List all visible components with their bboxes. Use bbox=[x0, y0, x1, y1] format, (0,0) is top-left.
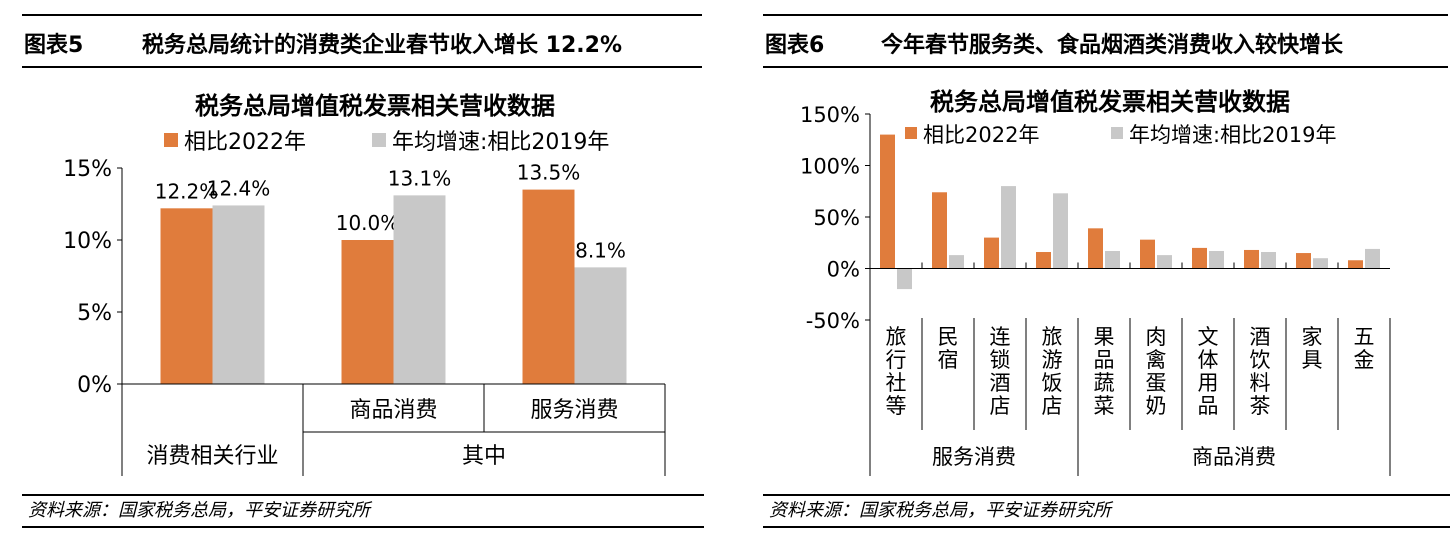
x-category-label: 家具 bbox=[1302, 325, 1323, 372]
bar bbox=[574, 267, 627, 384]
figure-6-header: 图表6 今年春节服务类、食品烟酒类消费收入较快增长 bbox=[763, 14, 1448, 68]
chart-5-title: 税务总局增值税发票相关营收数据 bbox=[195, 92, 555, 120]
figure-6-label: 图表6 bbox=[765, 33, 825, 58]
bar bbox=[1157, 255, 1172, 269]
legend-label-2: 年均增速:相比2019年 bbox=[1129, 123, 1337, 147]
bar bbox=[949, 255, 964, 269]
bar bbox=[897, 268, 912, 290]
y-tick-label: 15% bbox=[63, 157, 112, 182]
bar bbox=[1140, 239, 1155, 269]
x-category-label: 文体用品 bbox=[1198, 325, 1219, 418]
bar bbox=[932, 192, 947, 269]
x-category-label: 肉禽蛋奶 bbox=[1146, 325, 1167, 418]
legend-swatch-1 bbox=[164, 133, 178, 147]
bar bbox=[1313, 258, 1328, 269]
bar bbox=[212, 205, 265, 384]
chart-5-bars: 12.2%12.4% 10.0% 13.1% 13.5% 8.1% bbox=[155, 161, 627, 384]
x-category-label: 消费相关行业 bbox=[146, 444, 278, 469]
x-category-label: 连锁酒店 bbox=[990, 325, 1011, 418]
figure-6-source: 资料来源：国家税务总局，平安证券研究所 bbox=[763, 494, 1450, 528]
figure-5-chart: 税务总局增值税发票相关营收数据 相比2022年 年均增速:相比2019年 15%1… bbox=[63, 92, 666, 476]
data-label: 12.4% bbox=[207, 176, 271, 200]
bar bbox=[1053, 193, 1068, 269]
bar bbox=[1296, 253, 1311, 269]
x-category-label: 五金 bbox=[1354, 325, 1375, 372]
bar bbox=[1192, 247, 1207, 269]
bar bbox=[1209, 250, 1224, 269]
figure-6-chart: 税务总局增值税发票相关营收数据 相比2022年 年均增速:相比2019年 150%… bbox=[800, 88, 1391, 476]
bar bbox=[1036, 252, 1051, 269]
y-tick-label: 0% bbox=[827, 258, 860, 282]
y-tick-label: 0% bbox=[77, 373, 112, 398]
chart-5-y-axis: 15% 10% 5% 0% bbox=[63, 157, 123, 398]
chart-6-title: 税务总局增值税发票相关营收数据 bbox=[930, 88, 1290, 116]
x-category-label: 旅行社等 bbox=[886, 325, 907, 418]
x-category-label: 民宿 bbox=[938, 325, 959, 372]
legend-swatch-2 bbox=[1111, 127, 1123, 139]
bar bbox=[1088, 228, 1103, 269]
figure-5-label: 图表5 bbox=[24, 33, 84, 58]
bar bbox=[1261, 252, 1276, 269]
data-label: 13.1% bbox=[388, 166, 452, 190]
data-label: 8.1% bbox=[575, 238, 626, 262]
bar bbox=[1348, 260, 1363, 269]
chart-6-bars bbox=[880, 134, 1380, 290]
y-tick-label: 100% bbox=[800, 155, 860, 179]
x-category-label: 旅游饭店 bbox=[1042, 325, 1063, 418]
legend-swatch-2 bbox=[372, 133, 386, 147]
bar bbox=[522, 189, 575, 384]
figure-5-source: 资料来源：国家税务总局，平安证券研究所 bbox=[22, 494, 704, 528]
bar bbox=[393, 195, 446, 384]
bar bbox=[160, 208, 213, 384]
bar bbox=[341, 240, 394, 384]
figure-6-title: 今年春节服务类、食品烟酒类消费收入较快增长 bbox=[881, 33, 1344, 58]
y-tick-label: 10% bbox=[63, 229, 112, 254]
figure-5-title: 税务总局统计的消费类企业春节收入增长 12.2% bbox=[142, 33, 622, 58]
x-category-label: 酒饮料茶 bbox=[1250, 325, 1271, 418]
y-tick-label: 5% bbox=[77, 301, 112, 326]
y-tick-label: 50% bbox=[813, 206, 860, 230]
legend-label-1: 相比2022年 bbox=[923, 123, 1039, 147]
bar bbox=[1105, 250, 1120, 269]
legend-label-2: 年均增速:相比2019年 bbox=[392, 130, 609, 155]
x-category-label: 服务消费 bbox=[530, 398, 618, 423]
x-category-label: 商品消费 bbox=[349, 398, 437, 423]
bar bbox=[1244, 249, 1259, 269]
chart-6-legend: 相比2022年 年均增速:相比2019年 bbox=[905, 123, 1337, 147]
chart-6-y-axis: 150% 100% 50% 0% -50% bbox=[800, 103, 871, 333]
x-group-label: 其中 bbox=[462, 444, 506, 469]
chart-5-legend: 相比2022年 年均增速:相比2019年 bbox=[164, 130, 609, 155]
y-tick-label: -50% bbox=[806, 309, 860, 333]
chart-6-x-axis: 服务消费 商品消费 旅行社等 民宿 连锁酒店 旅游饭店 果品蔬菜 肉禽蛋奶 文体用品 酒饮料茶 家具… bbox=[869, 262, 1391, 476]
figure-5-panel: 图表5 税务总局统计的消费类企业春节收入增长 12.2% 税务总局增值税发票相关… bbox=[0, 0, 704, 552]
figure-5-header: 图表5 税务总局统计的消费类企业春节收入增长 12.2% bbox=[22, 14, 702, 68]
x-group-label: 服务消费 bbox=[932, 445, 1016, 469]
legend-label-1: 相比2022年 bbox=[184, 130, 306, 155]
x-group-label: 商品消费 bbox=[1192, 445, 1276, 469]
bar bbox=[1001, 186, 1016, 269]
data-label: 13.5% bbox=[517, 161, 581, 185]
figure-6-panel: 图表6 今年春节服务类、食品烟酒类消费收入较快增长 税务总局增值税发票相关营收数… bbox=[755, 0, 1455, 552]
bar bbox=[880, 134, 895, 269]
data-label: 12.2% bbox=[155, 179, 219, 203]
x-category-label: 果品蔬菜 bbox=[1094, 325, 1115, 418]
bar bbox=[1365, 248, 1380, 269]
y-tick-label: 150% bbox=[800, 103, 860, 127]
data-label: 10.0% bbox=[336, 211, 400, 235]
bar bbox=[984, 237, 999, 269]
legend-swatch-1 bbox=[905, 127, 917, 139]
